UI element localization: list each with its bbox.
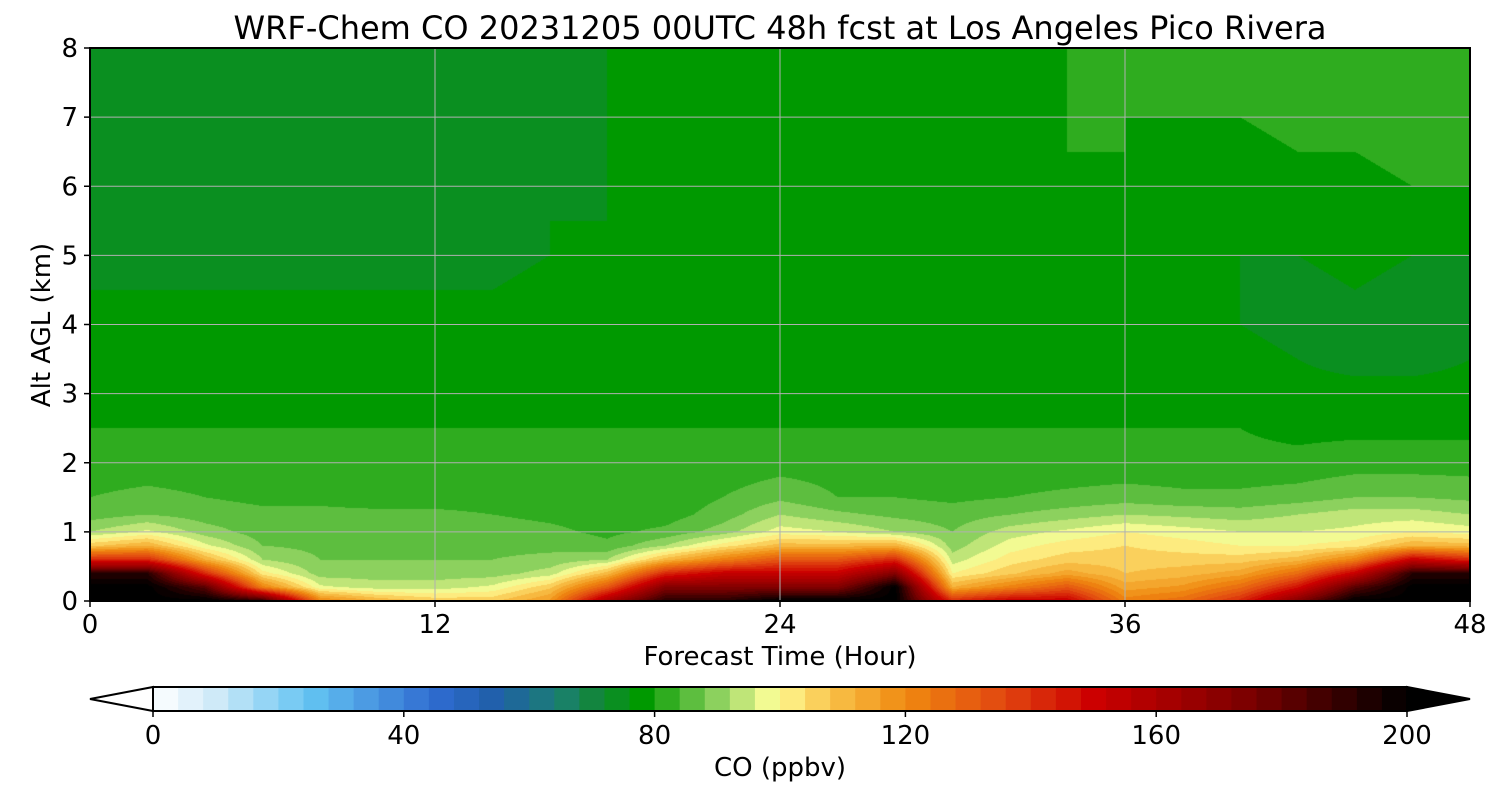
y-tick-label: 5 bbox=[61, 241, 78, 271]
x-axis-ticks: 0 12 24 36 48 bbox=[82, 601, 1487, 640]
y-tick-label: 2 bbox=[61, 449, 78, 479]
colorbar-segment bbox=[178, 687, 204, 711]
colorbar-segment bbox=[1331, 687, 1358, 711]
colorbar-extend-low bbox=[89, 685, 154, 713]
colorbar-segment bbox=[504, 687, 530, 711]
colorbar-segment bbox=[1106, 687, 1132, 711]
x-tick-label: 24 bbox=[763, 610, 796, 640]
colorbar-segment bbox=[378, 687, 405, 711]
colorbar-segment bbox=[704, 687, 731, 711]
colorbar-segment bbox=[805, 687, 831, 711]
y-tick-label: 4 bbox=[61, 311, 78, 341]
colorbar-tick-label: 40 bbox=[387, 721, 420, 751]
colorbar-segment bbox=[554, 687, 580, 711]
colorbar-segment bbox=[629, 687, 656, 711]
colorbar-segment bbox=[403, 687, 430, 711]
colorbar-segment bbox=[1030, 687, 1057, 711]
colorbar-extend-high bbox=[1406, 685, 1471, 713]
colorbar-segment bbox=[955, 687, 982, 711]
y-axis-label: Alt AGL (km) bbox=[27, 243, 57, 407]
colorbar-segment bbox=[1181, 687, 1207, 711]
colorbar-segment bbox=[754, 687, 781, 711]
colorbar-segment bbox=[529, 687, 555, 711]
colorbar-segment bbox=[830, 687, 856, 711]
colorbar-segment bbox=[1356, 687, 1383, 711]
x-tick-label: 48 bbox=[1453, 610, 1486, 640]
colorbar-segment bbox=[1080, 687, 1107, 711]
colorbar-segment bbox=[1256, 687, 1283, 711]
colorbar-segment bbox=[278, 687, 305, 711]
y-tick-label: 3 bbox=[61, 380, 78, 410]
colorbar-segment bbox=[679, 687, 706, 711]
colorbar-segment bbox=[353, 687, 380, 711]
colorbar-segment bbox=[905, 687, 932, 711]
colorbar-segment bbox=[1306, 687, 1333, 711]
colorbar-segment bbox=[479, 687, 505, 711]
y-tick-label: 6 bbox=[61, 172, 78, 202]
y-tick-label: 8 bbox=[61, 34, 78, 64]
y-tick-label: 1 bbox=[61, 518, 78, 548]
x-axis-label: Forecast Time (Hour) bbox=[643, 642, 916, 672]
colorbar-segment bbox=[604, 687, 631, 711]
colorbar-segment bbox=[153, 687, 179, 711]
chart-title: WRF-Chem CO 20231205 00UTC 48h fcst at L… bbox=[234, 9, 1327, 47]
colorbar-label: CO (ppbv) bbox=[714, 753, 846, 783]
colorbar-frame bbox=[152, 686, 1408, 712]
y-tick-label: 0 bbox=[61, 587, 78, 617]
y-axis-ticks: 0 1 2 3 4 5 6 7 8 bbox=[61, 34, 90, 617]
colorbar-segment bbox=[1131, 687, 1157, 711]
colorbar-segment bbox=[303, 687, 330, 711]
colorbar-segment bbox=[1206, 687, 1233, 711]
colorbar-segment bbox=[428, 687, 455, 711]
colorbar-tick-label: 80 bbox=[638, 721, 671, 751]
colorbar-segment bbox=[1281, 687, 1308, 711]
x-tick-label: 12 bbox=[418, 610, 451, 640]
colorbar-segment bbox=[579, 687, 606, 711]
colorbar-segment bbox=[654, 687, 681, 711]
x-tick-label: 0 bbox=[82, 610, 99, 640]
colorbar-segment bbox=[729, 687, 756, 711]
colorbar-tick-label: 0 bbox=[145, 721, 162, 751]
colorbar-tick-label: 200 bbox=[1382, 721, 1432, 751]
colorbar-segment bbox=[1156, 687, 1182, 711]
colorbar-segment bbox=[930, 687, 957, 711]
colorbar-segment bbox=[1055, 687, 1082, 711]
plot-area bbox=[89, 47, 1471, 602]
colorbar-segment bbox=[855, 687, 881, 711]
colorbar-segment bbox=[1005, 687, 1032, 711]
colorbar-segment bbox=[1381, 687, 1408, 711]
colorbar-segment bbox=[880, 687, 906, 711]
colorbar-segment bbox=[203, 687, 229, 711]
colorbar: 0 40 80 120 160 200 CO (ppbv) bbox=[89, 685, 1471, 783]
colorbar-segment bbox=[1231, 687, 1258, 711]
colorbar-segment bbox=[453, 687, 480, 711]
x-tick-label: 36 bbox=[1108, 610, 1141, 640]
colorbar-segments bbox=[153, 687, 1408, 711]
colorbar-ticks: 0 40 80 120 160 200 bbox=[145, 711, 1432, 751]
y-tick-label: 7 bbox=[61, 103, 78, 133]
colorbar-tick-label: 120 bbox=[881, 721, 931, 751]
colorbar-segment bbox=[228, 687, 254, 711]
colorbar-segment bbox=[980, 687, 1007, 711]
colorbar-segment bbox=[328, 687, 355, 711]
colorbar-segment bbox=[253, 687, 279, 711]
colorbar-tick-label: 160 bbox=[1131, 721, 1181, 751]
colorbar-segment bbox=[780, 687, 806, 711]
